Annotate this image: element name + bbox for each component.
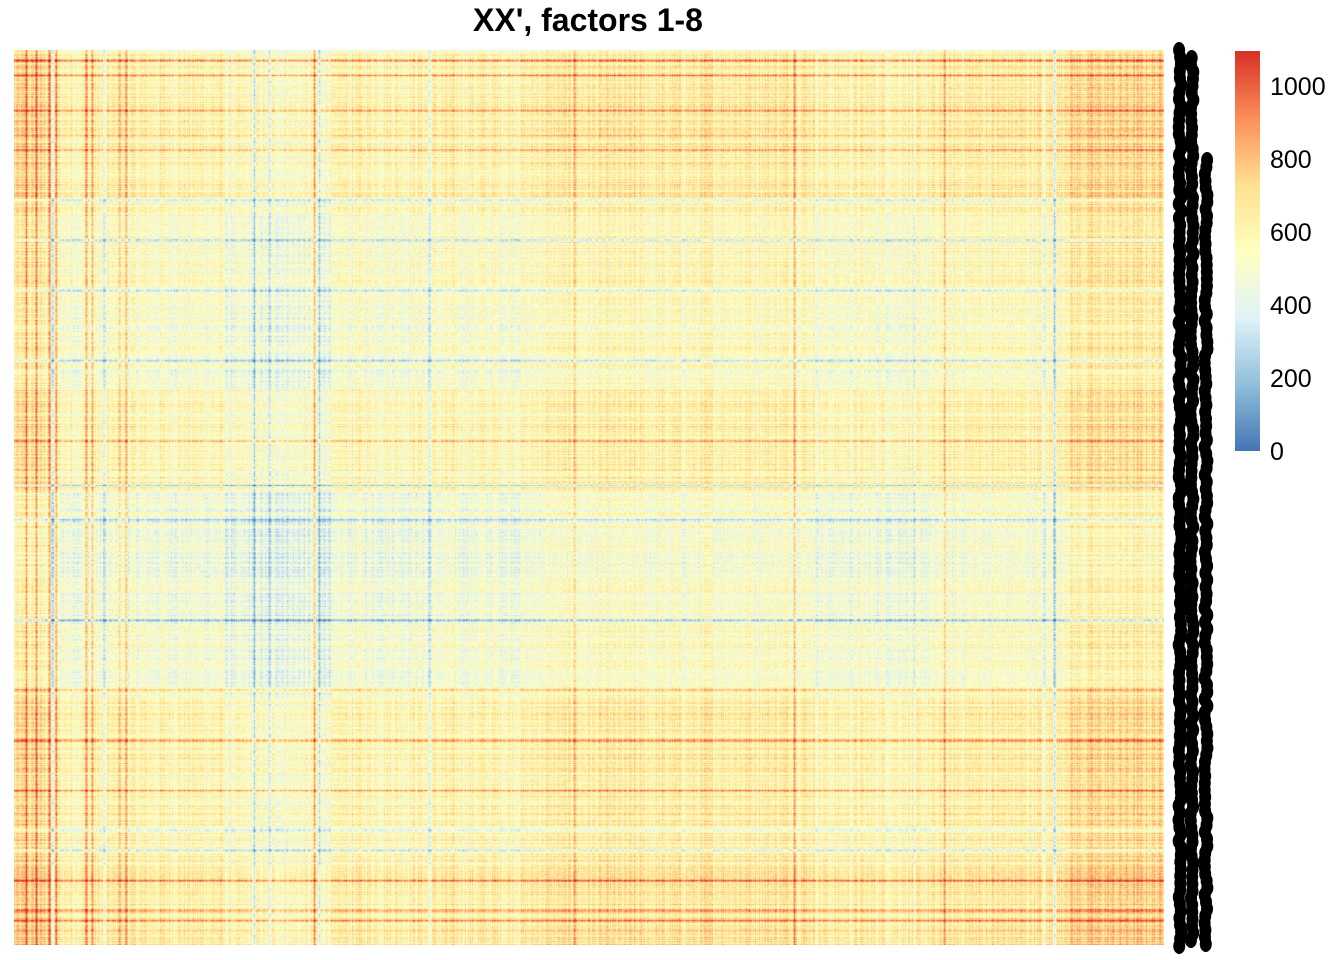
row-label-column	[1184, 50, 1200, 948]
chart-title: XX', factors 1-8	[473, 2, 703, 38]
row-labels	[1172, 42, 1214, 954]
legend-tick-label: 400	[1270, 292, 1312, 320]
legend-color-bar	[1235, 51, 1260, 451]
row-label-column	[1198, 152, 1214, 952]
row-label-glyph	[1184, 932, 1197, 948]
legend-tick-label: 800	[1270, 146, 1312, 174]
legend-tick-label: 600	[1270, 219, 1312, 247]
row-label-glyph	[1173, 938, 1186, 954]
row-label-glyph	[1199, 936, 1212, 952]
row-label-column	[1172, 42, 1188, 954]
legend-tick-label: 0	[1270, 438, 1284, 466]
heatmap-matrix	[14, 50, 1164, 945]
legend-tick-label: 200	[1270, 365, 1312, 393]
row-label-glyphs	[1172, 42, 1214, 954]
legend-tick-label: 1000	[1270, 73, 1326, 101]
